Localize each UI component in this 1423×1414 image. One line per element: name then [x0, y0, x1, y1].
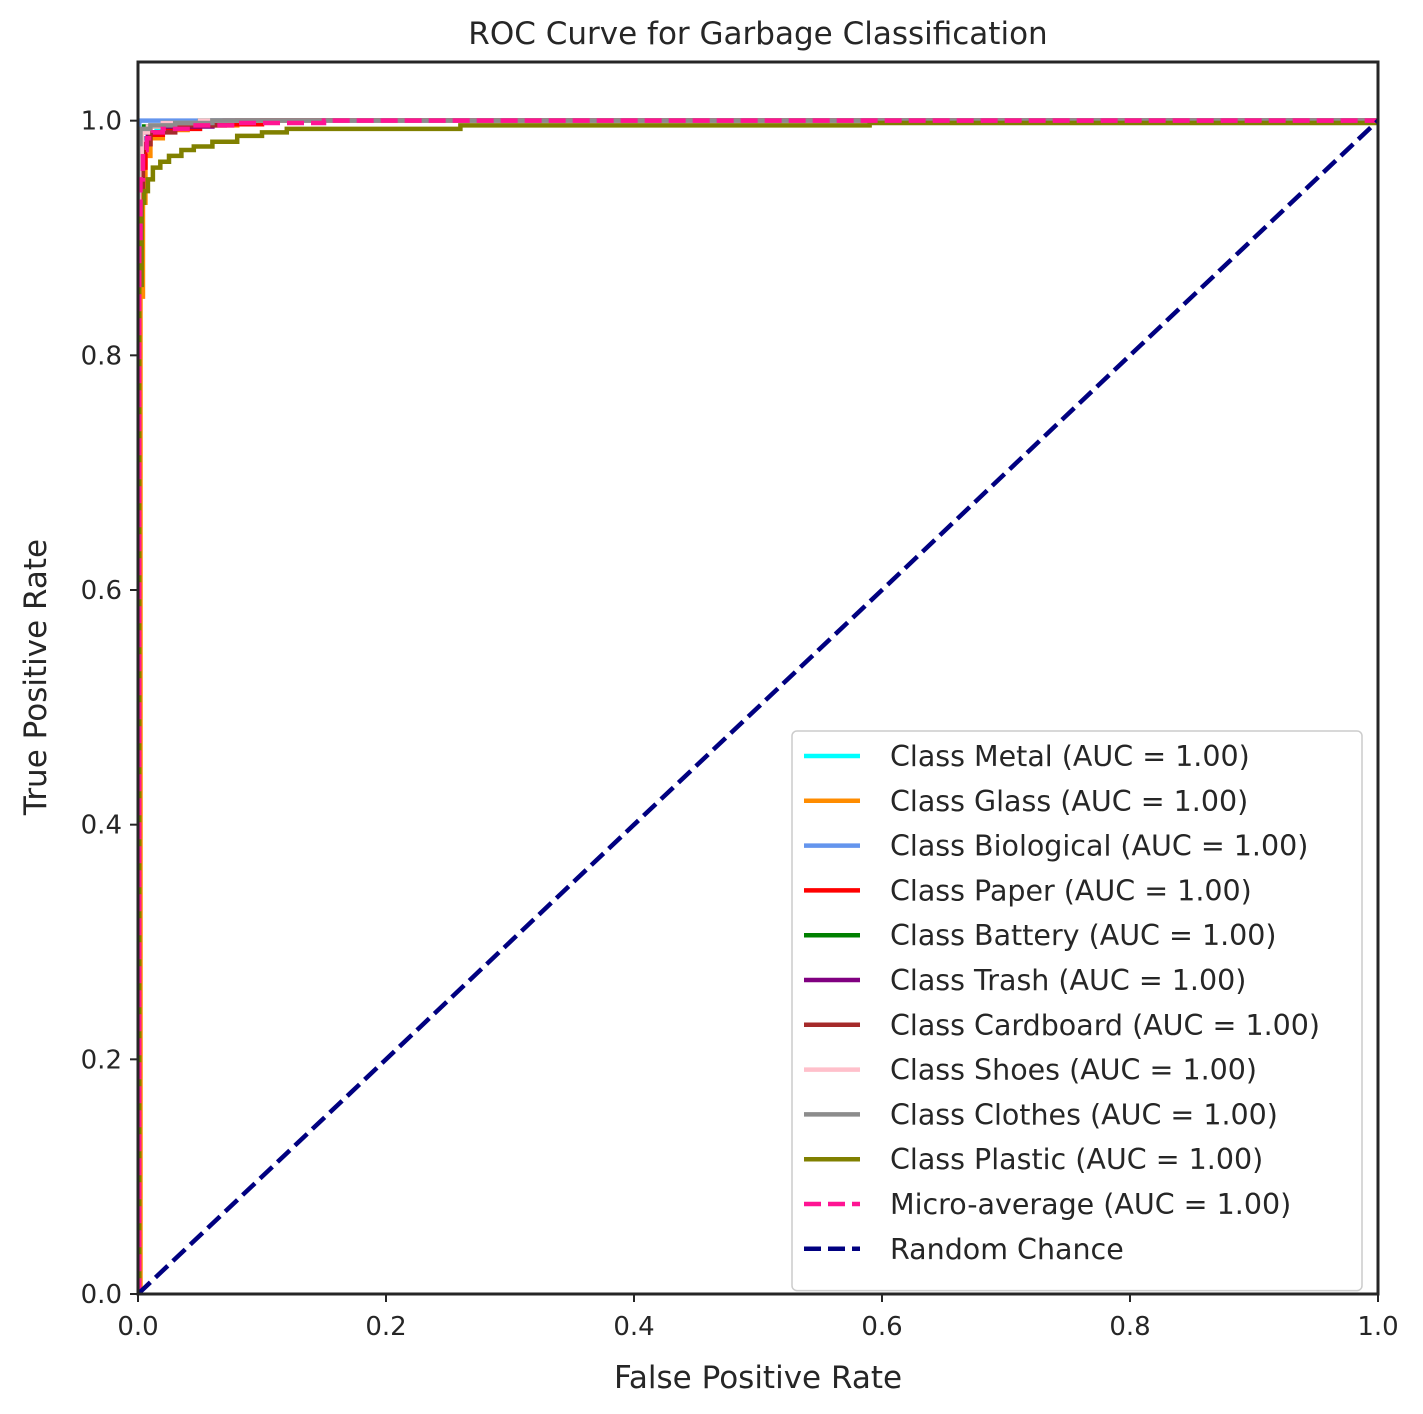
legend-label: Class Glass (AUC = 1.00) [890, 785, 1248, 818]
legend-label: Class Paper (AUC = 1.00) [890, 874, 1252, 907]
legend-label: Class Metal (AUC = 1.00) [890, 740, 1250, 773]
legend-box [791, 730, 1363, 1292]
plot-frame [136, 60, 1380, 1296]
x-axis-ticks: 0.0 0.2 0.4 0.6 0.8 1.0 [117, 1294, 1399, 1342]
legend-label: Class Trash (AUC = 1.00) [890, 964, 1246, 997]
legend-label: Random Chance [890, 1233, 1124, 1266]
y-tick-label: 1.0 [81, 107, 122, 137]
x-tick-label: 1.0 [1357, 1312, 1398, 1342]
legend-label: Class Clothes (AUC = 1.00) [890, 1098, 1278, 1131]
x-tick-label: 0.8 [1109, 1312, 1150, 1342]
y-tick-label: 0.0 [81, 1280, 122, 1310]
series-line-random-chance [138, 119, 1378, 1294]
y-tick-label: 0.4 [81, 811, 122, 841]
x-tick-label: 0.4 [613, 1312, 654, 1342]
legend-label: Class Battery (AUC = 1.00) [890, 919, 1277, 952]
y-tick-label: 0.6 [81, 576, 122, 606]
legend-label: Micro-average (AUC = 1.00) [890, 1188, 1291, 1221]
y-tick-label: 0.8 [81, 341, 122, 371]
x-tick-label: 0.2 [365, 1312, 406, 1342]
series-line-micro-average [138, 118, 1378, 1294]
y-tick-label: 0.2 [81, 1045, 122, 1075]
x-tick-label: 0.0 [117, 1312, 158, 1342]
legend: Class Metal (AUC = 1.00) Class Glass (AUC… [791, 730, 1363, 1292]
legend-label: Class Cardboard (AUC = 1.00) [890, 1009, 1320, 1042]
y-axis-label: True Positive Rate [18, 539, 54, 816]
series-line-class-clothes [138, 118, 1378, 1294]
series-line-class-plastic [138, 120, 1378, 1294]
x-tick-label: 0.6 [861, 1312, 902, 1342]
legend-label: Class Shoes (AUC = 1.00) [890, 1054, 1257, 1087]
series-layer [138, 118, 1378, 1294]
chart-title: ROC Curve for Garbage Classification [468, 16, 1047, 52]
y-axis-ticks: 0.0 0.2 0.4 0.6 0.8 1.0 [81, 107, 138, 1310]
legend-label: Class Biological (AUC = 1.00) [890, 830, 1308, 863]
x-axis-label: False Positive Rate [614, 1360, 902, 1396]
legend-label: Class Plastic (AUC = 1.00) [890, 1143, 1263, 1176]
